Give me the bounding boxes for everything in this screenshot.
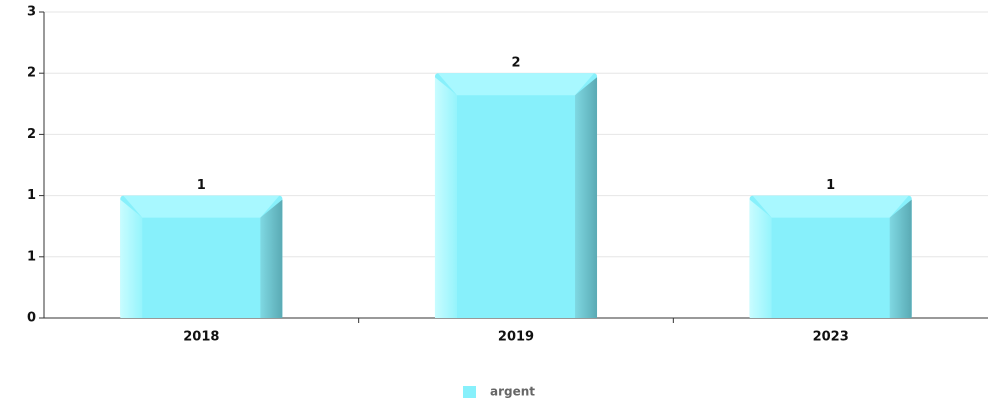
y-tick-label: 3 [27,5,36,20]
bar-bevel-top [752,195,909,218]
bar [434,73,598,318]
bar-bevel-left [749,199,772,318]
bar-bevel-left [120,199,143,318]
bar-bevel-right [575,77,598,318]
data-label: 1 [826,178,835,193]
x-tick-label: 2023 [813,330,849,345]
y-tick-label: 1 [27,249,36,264]
x-tick-label: 2018 [183,330,219,345]
bar-bevel-right [889,199,912,318]
data-label: 2 [511,56,520,71]
y-tick-label: 2 [27,127,36,142]
bar [749,195,912,318]
bar-bevel-left [434,77,457,318]
bar [120,195,283,318]
y-tick-label: 2 [27,66,36,81]
bar-bevel-right [260,199,283,318]
x-tick-label: 2019 [498,330,534,345]
bar-bevel-top [123,195,280,218]
data-label: 1 [197,178,206,193]
y-tick-label: 1 [27,188,36,203]
legend-label: argent [490,385,535,399]
y-tick-label: 0 [27,311,36,326]
bar-bevel-top [437,73,595,96]
legend-swatch [463,386,476,398]
